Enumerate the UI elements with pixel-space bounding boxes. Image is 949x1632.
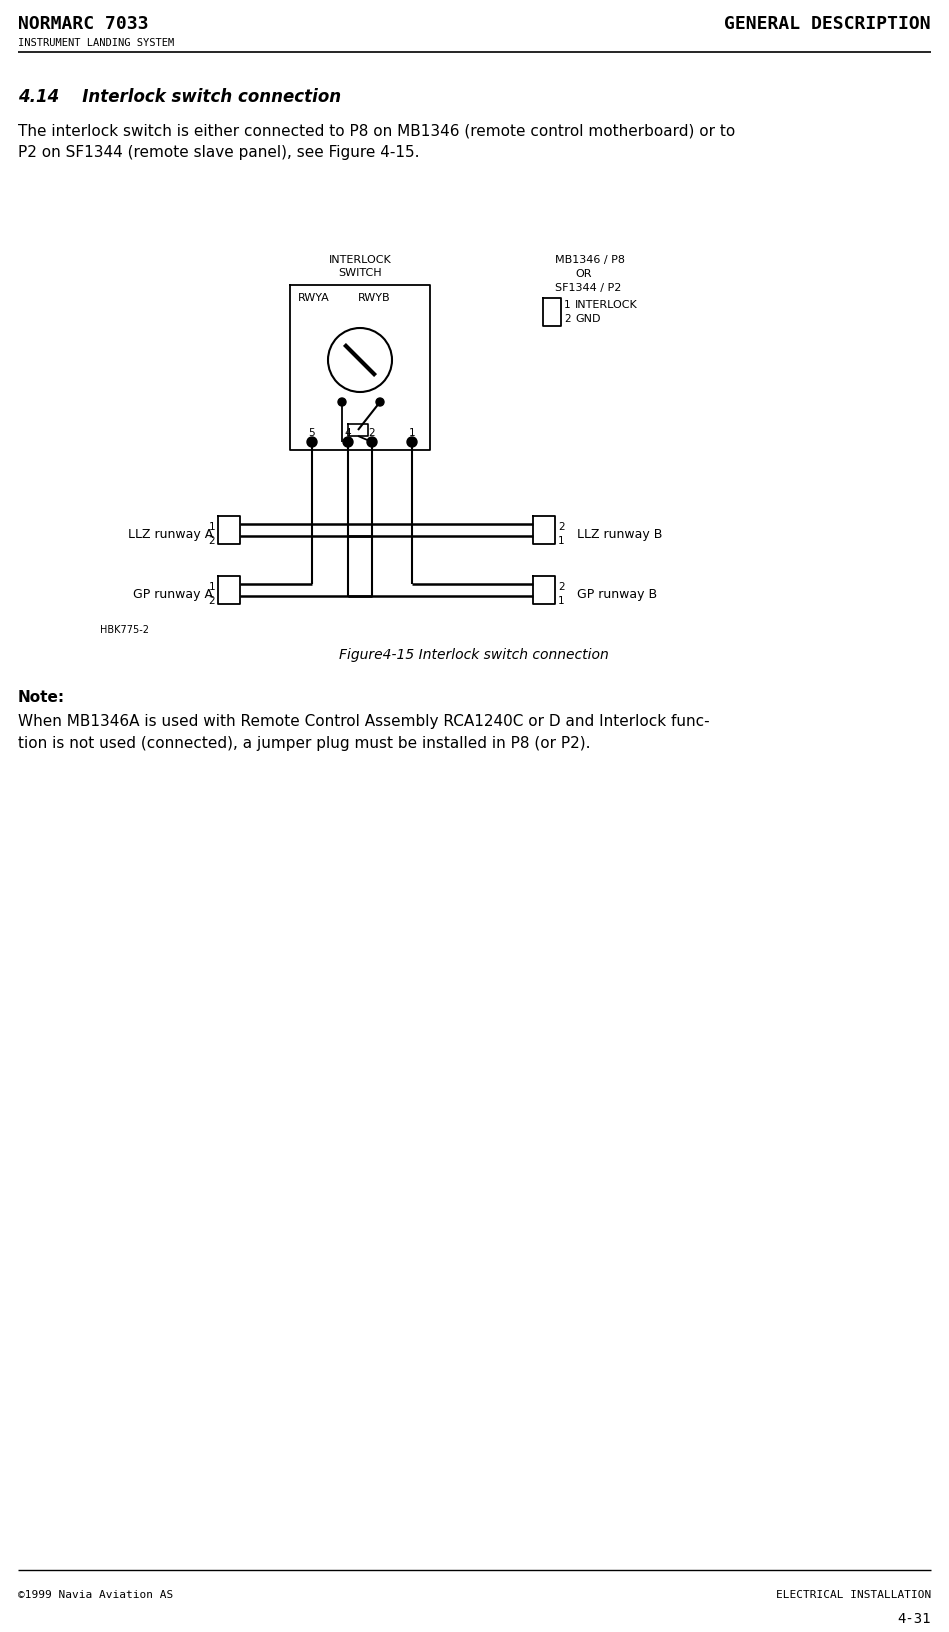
Circle shape xyxy=(343,437,353,447)
Text: SF1344 / P2: SF1344 / P2 xyxy=(555,282,622,294)
Text: HBK775-2: HBK775-2 xyxy=(100,625,149,635)
Text: 1: 1 xyxy=(564,300,570,310)
Circle shape xyxy=(376,398,384,406)
Text: 1: 1 xyxy=(558,596,565,605)
Text: NORMARC 7033: NORMARC 7033 xyxy=(18,15,148,33)
Text: 4.14    Interlock switch connection: 4.14 Interlock switch connection xyxy=(18,88,341,106)
Text: The interlock switch is either connected to P8 on MB1346 (remote control motherb: The interlock switch is either connected… xyxy=(18,124,735,139)
Text: 5: 5 xyxy=(308,428,315,437)
Text: 2: 2 xyxy=(209,535,215,547)
Text: P2 on SF1344 (remote slave panel), see Figure 4-15.: P2 on SF1344 (remote slave panel), see F… xyxy=(18,145,419,160)
Text: 1: 1 xyxy=(209,583,215,592)
Text: MB1346 / P8: MB1346 / P8 xyxy=(555,255,625,264)
Text: GENERAL DESCRIPTION: GENERAL DESCRIPTION xyxy=(724,15,931,33)
Text: 2: 2 xyxy=(558,522,565,532)
Text: INSTRUMENT LANDING SYSTEM: INSTRUMENT LANDING SYSTEM xyxy=(18,38,175,47)
Text: RWYB: RWYB xyxy=(358,294,391,304)
Text: GND: GND xyxy=(575,313,601,325)
Text: 4: 4 xyxy=(344,428,351,437)
Text: 2: 2 xyxy=(369,428,375,437)
Circle shape xyxy=(367,437,377,447)
Text: OR: OR xyxy=(575,269,591,279)
Text: GP runway A: GP runway A xyxy=(133,588,213,601)
Text: 2: 2 xyxy=(564,313,570,325)
Circle shape xyxy=(407,437,417,447)
Text: GP runway B: GP runway B xyxy=(577,588,657,601)
Text: Note:: Note: xyxy=(18,690,65,705)
Text: ©1999 Navia Aviation AS: ©1999 Navia Aviation AS xyxy=(18,1590,174,1599)
Text: 1: 1 xyxy=(409,428,416,437)
Text: tion is not used (connected), a jumper plug must be installed in P8 (or P2).: tion is not used (connected), a jumper p… xyxy=(18,736,590,751)
Text: INTERLOCK: INTERLOCK xyxy=(328,255,391,264)
Text: 2: 2 xyxy=(558,583,565,592)
Circle shape xyxy=(307,437,317,447)
Text: 1: 1 xyxy=(558,535,565,547)
Circle shape xyxy=(338,398,346,406)
Text: 1: 1 xyxy=(209,522,215,532)
Text: 4-31: 4-31 xyxy=(898,1612,931,1625)
Text: 2: 2 xyxy=(209,596,215,605)
Text: LLZ runway A: LLZ runway A xyxy=(128,529,213,540)
Text: Figure4-15 Interlock switch connection: Figure4-15 Interlock switch connection xyxy=(339,648,609,663)
Text: INTERLOCK: INTERLOCK xyxy=(575,300,638,310)
Text: RWYA: RWYA xyxy=(298,294,329,304)
Text: ELECTRICAL INSTALLATION: ELECTRICAL INSTALLATION xyxy=(775,1590,931,1599)
Text: SWITCH: SWITCH xyxy=(338,268,381,277)
Text: When MB1346A is used with Remote Control Assembly RCA1240C or D and Interlock fu: When MB1346A is used with Remote Control… xyxy=(18,715,710,730)
Text: LLZ runway B: LLZ runway B xyxy=(577,529,662,540)
